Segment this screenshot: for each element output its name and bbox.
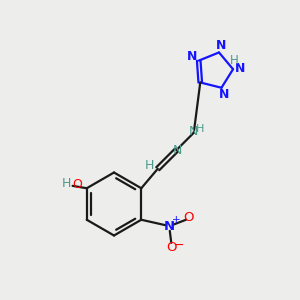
Text: H: H — [61, 177, 71, 190]
Text: N: N — [216, 39, 226, 52]
Text: H: H — [145, 159, 154, 172]
Text: N: N — [235, 62, 246, 75]
Text: O: O — [166, 242, 176, 254]
Text: N: N — [187, 50, 198, 63]
Text: +: + — [172, 215, 181, 225]
Text: N: N — [173, 144, 182, 157]
Text: H: H — [230, 54, 239, 67]
Text: O: O — [72, 178, 82, 191]
Text: −: − — [173, 238, 184, 251]
Text: N: N — [189, 125, 199, 138]
Text: N: N — [164, 220, 175, 233]
Text: O: O — [183, 211, 194, 224]
Text: N: N — [219, 88, 230, 101]
Text: H: H — [196, 124, 205, 134]
